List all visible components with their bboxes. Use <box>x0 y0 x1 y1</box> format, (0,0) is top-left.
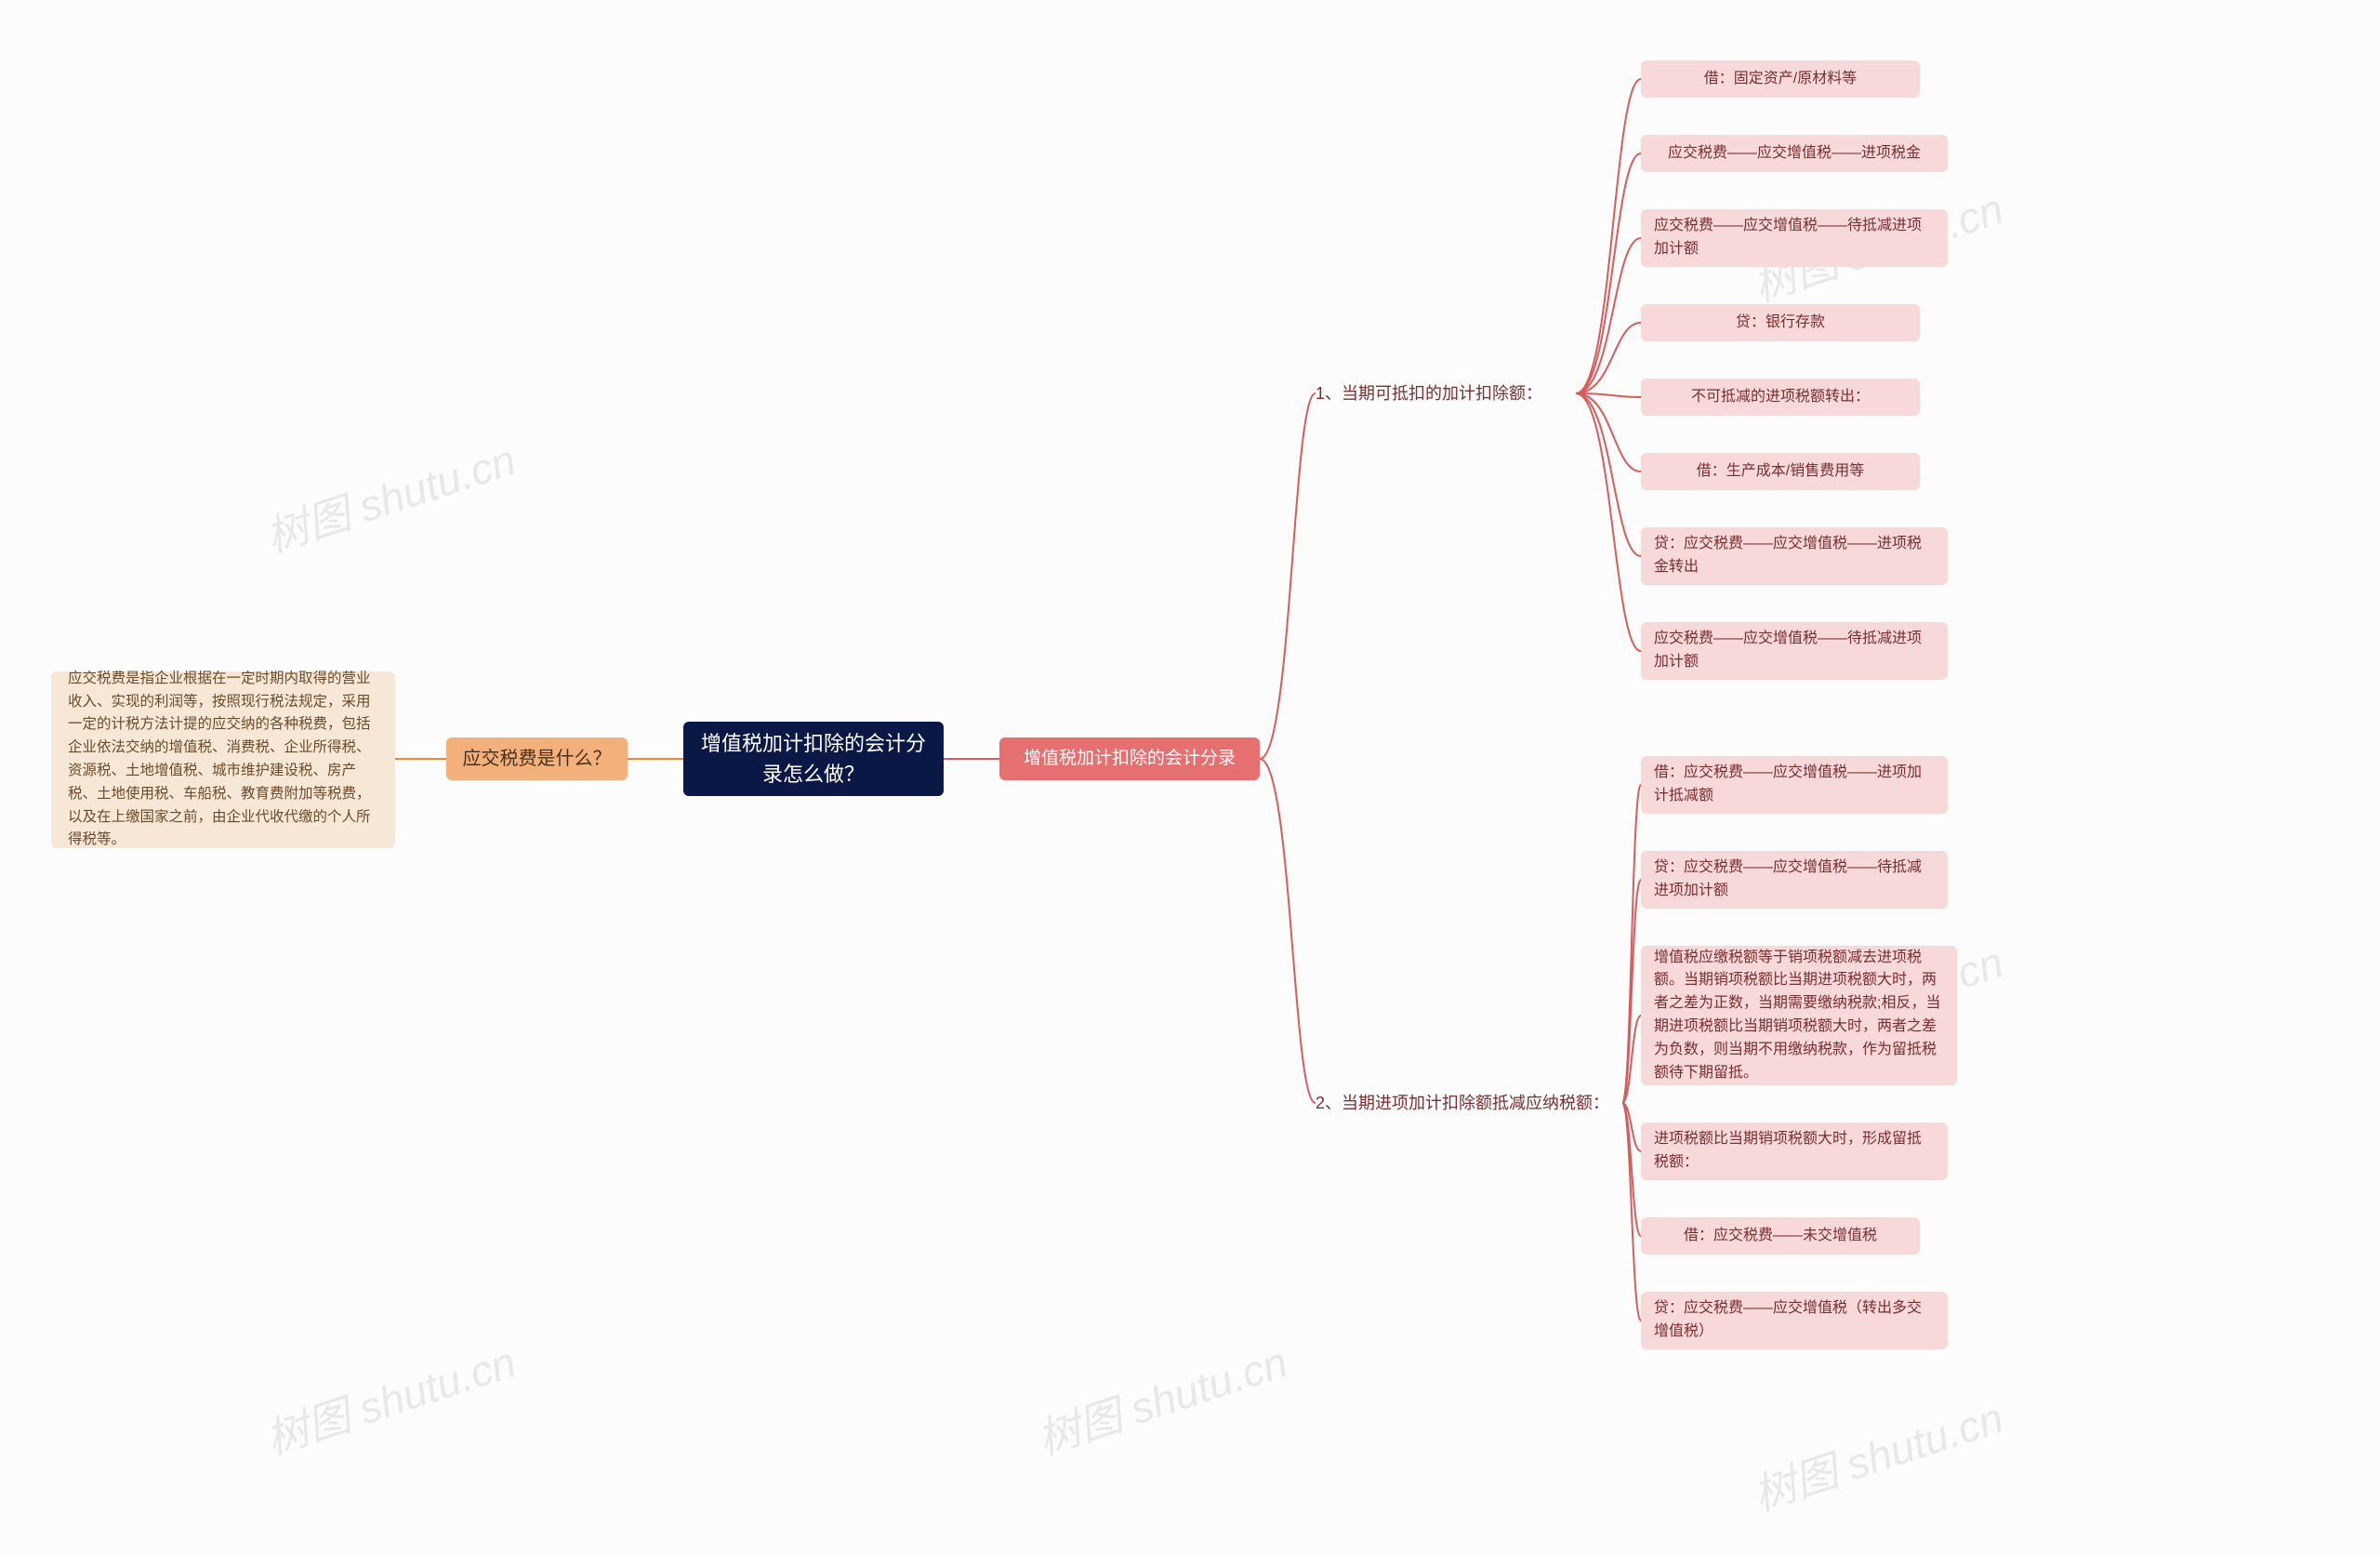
group2-item[interactable]: 贷：应交税费——应交增值税（转出多交增值税） <box>1641 1292 1948 1349</box>
group1-item-label: 贷：应交税费——应交增值税——进项税金转出 <box>1641 524 1948 589</box>
group1-item[interactable]: 应交税费——应交增值税——待抵减进项加计额 <box>1641 209 1948 267</box>
group2-item-label: 借：应交税费——未交增值税 <box>1671 1215 1890 1257</box>
group1-item-label: 借：固定资产/原材料等 <box>1691 59 1870 100</box>
watermark: 树图 shutu.cn <box>258 1329 522 1468</box>
group1-item[interactable]: 借：固定资产/原材料等 <box>1641 60 1920 98</box>
watermark: 树图 shutu.cn <box>1745 1385 2010 1523</box>
left-branch-node[interactable]: 应交税费是什么？ <box>446 737 628 780</box>
group2-item-label: 增值税应缴税额等于销项税额减去进项税额。当期销项税额比当期进项税额大时，两者之差… <box>1641 937 1957 1095</box>
group1-title-label: 1、当期可抵扣的加计扣除额： <box>1316 378 1542 410</box>
watermark: 树图 shutu.cn <box>1029 1329 1294 1468</box>
group1-item-label: 借：生产成本/销售费用等 <box>1684 451 1877 493</box>
group2-item[interactable]: 借：应交税费——应交增值税——进项加计抵减额 <box>1641 756 1948 814</box>
root-node[interactable]: 增值税加计扣除的会计分录怎么做？ <box>683 722 944 796</box>
group1-item[interactable]: 应交税费——应交增值税——进项税金 <box>1641 135 1948 172</box>
left-branch-label: 应交税费是什么？ <box>448 734 627 784</box>
root-label: 增值税加计扣除的会计分录怎么做？ <box>683 717 944 801</box>
group2-item-label: 贷：应交税费——应交增值税（转出多交增值税） <box>1641 1288 1948 1353</box>
group2-item[interactable]: 贷：应交税费——应交增值税——待抵减进项加计额 <box>1641 851 1948 909</box>
group1-item-label: 应交税费——应交增值税——待抵减进项加计额 <box>1641 618 1948 684</box>
group1-item[interactable]: 贷：银行存款 <box>1641 304 1920 341</box>
group1-item[interactable]: 不可抵减的进项税额转出： <box>1641 379 1920 416</box>
group1-item[interactable]: 贷：应交税费——应交增值税——进项税金转出 <box>1641 527 1948 585</box>
right-branch-label: 增值税加计扣除的会计分录 <box>1009 735 1250 784</box>
group1-item-label: 贷：银行存款 <box>1723 302 1838 344</box>
group1-item-label: 不可抵减的进项税额转出： <box>1678 377 1883 418</box>
group2-item-label: 进项税额比当期销项税额大时，形成留抵税额： <box>1641 1119 1948 1184</box>
group1-item[interactable]: 借：生产成本/销售费用等 <box>1641 453 1920 490</box>
group1-item-label: 应交税费——应交增值税——待抵减进项加计额 <box>1641 206 1948 271</box>
left-leaf-node[interactable]: 应交税费是指企业根据在一定时期内取得的营业收入、实现的利润等，按照现行税法规定，… <box>51 671 395 848</box>
group2-item[interactable]: 进项税额比当期销项税额大时，形成留抵税额： <box>1641 1122 1948 1180</box>
group1-item-label: 应交税费——应交增值税——进项税金 <box>1655 133 1934 175</box>
group2-item-label: 贷：应交税费——应交增值税——待抵减进项加计额 <box>1641 847 1948 912</box>
group2-title-node[interactable]: 2、当期进项加计扣除额抵减应纳税额： <box>1316 1088 1622 1118</box>
left-leaf-label: 应交税费是指企业根据在一定时期内取得的营业收入、实现的利润等，按照现行税法规定，… <box>51 653 395 867</box>
right-branch-node[interactable]: 增值税加计扣除的会计分录 <box>999 737 1260 780</box>
watermark: 树图 shutu.cn <box>258 427 522 565</box>
group2-item[interactable]: 增值税应缴税额等于销项税额减去进项税额。当期销项税额比当期进项税额大时，两者之差… <box>1641 946 1957 1085</box>
group2-item-label: 借：应交税费——应交增值税——进项加计抵减额 <box>1641 752 1948 817</box>
group2-item[interactable]: 借：应交税费——未交增值税 <box>1641 1217 1920 1255</box>
group1-title-node[interactable]: 1、当期可抵扣的加计扣除额： <box>1316 379 1576 408</box>
group1-item[interactable]: 应交税费——应交增值税——待抵减进项加计额 <box>1641 622 1948 680</box>
group2-title-label: 2、当期进项加计扣除额抵减应纳税额： <box>1316 1087 1609 1120</box>
